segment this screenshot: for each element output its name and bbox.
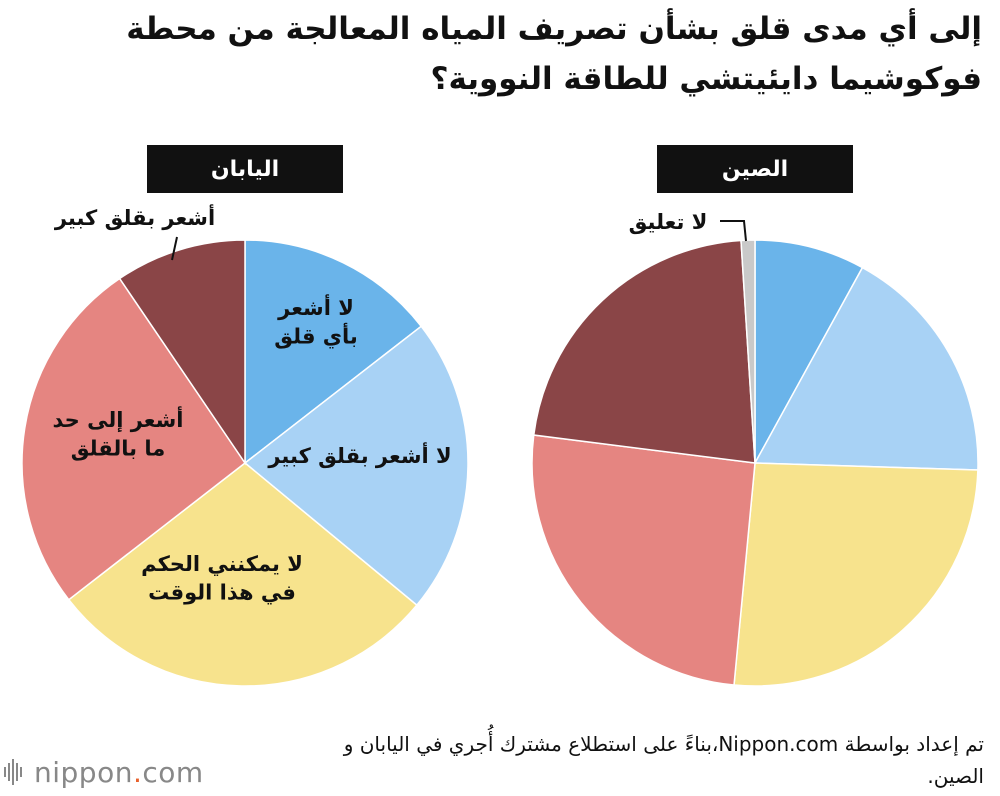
china-pie-svg: لا تعليق [531,210,979,687]
logo-text-tld: com [142,755,204,789]
japan-slice-2 [67,462,418,687]
japan-label-4: أشعر بقلق كبير [54,203,215,230]
logo-text-main: nippon [34,755,133,789]
china-slice-1 [753,266,979,471]
china-pie-title: الصين [657,145,853,193]
japan-callout-line [171,236,178,261]
japan-label-0-line-1: بأي قلق [274,321,358,349]
japan-slice-3 [21,277,247,601]
japan-pie-svg: لا أشعر بأي قلق لا أشعر بقلق كبير لا يمكنني… [21,203,469,687]
china-slice-4 [532,239,756,464]
japan-label-3-line-0: أشعر إلى حد [53,405,184,432]
japan-label-1: لا أشعر بقلق كبير [267,441,451,468]
japan-label-3: أشعر إلى حد ما بالقلق [53,405,184,460]
japan-label-3-line-1: ما بالقلق [71,436,165,460]
japan-slice-0 [244,239,423,465]
japan-pie-chart: اليابان لا أشعر بأي قلق لا أشعر بقلق كبير ل… [10,145,480,695]
logo-text-dot: . [132,755,143,789]
japan-pie-title: اليابان [147,145,343,193]
japan-label-0: لا أشعر بأي قلق [274,293,358,349]
logo-bars-icon [4,759,24,785]
japan-slice-1 [243,325,469,607]
china-pie-chart: الصين لا تعليق [520,145,990,695]
chart-title: إلى أي مدى قلق بشأن تصريف المياه المعالج… [126,11,982,97]
china-callout-line [720,220,747,242]
china-slice-2 [733,462,979,687]
china-label-no-comment: لا تعليق [629,210,708,234]
japan-slice-4 [118,239,246,466]
china-slice-0 [754,239,864,464]
japan-label-2-line-0: لا يمكنني الحكم [141,552,303,576]
japan-label-2-line-1: في هذا الوقت [148,580,296,604]
source-note: تم إعداد بواسطة Nippon.com،بناءً على است… [343,732,984,788]
nippon-logo: nippon. com [4,752,204,792]
japan-label-0-line-0: لا أشعر [277,293,354,320]
china-slice-5 [740,239,756,464]
china-slice-3 [531,434,756,686]
japan-label-2: لا يمكنني الحكم في هذا الوقت [141,552,303,604]
japan-label-1-line-0: لا أشعر بقلق كبير [267,441,451,468]
